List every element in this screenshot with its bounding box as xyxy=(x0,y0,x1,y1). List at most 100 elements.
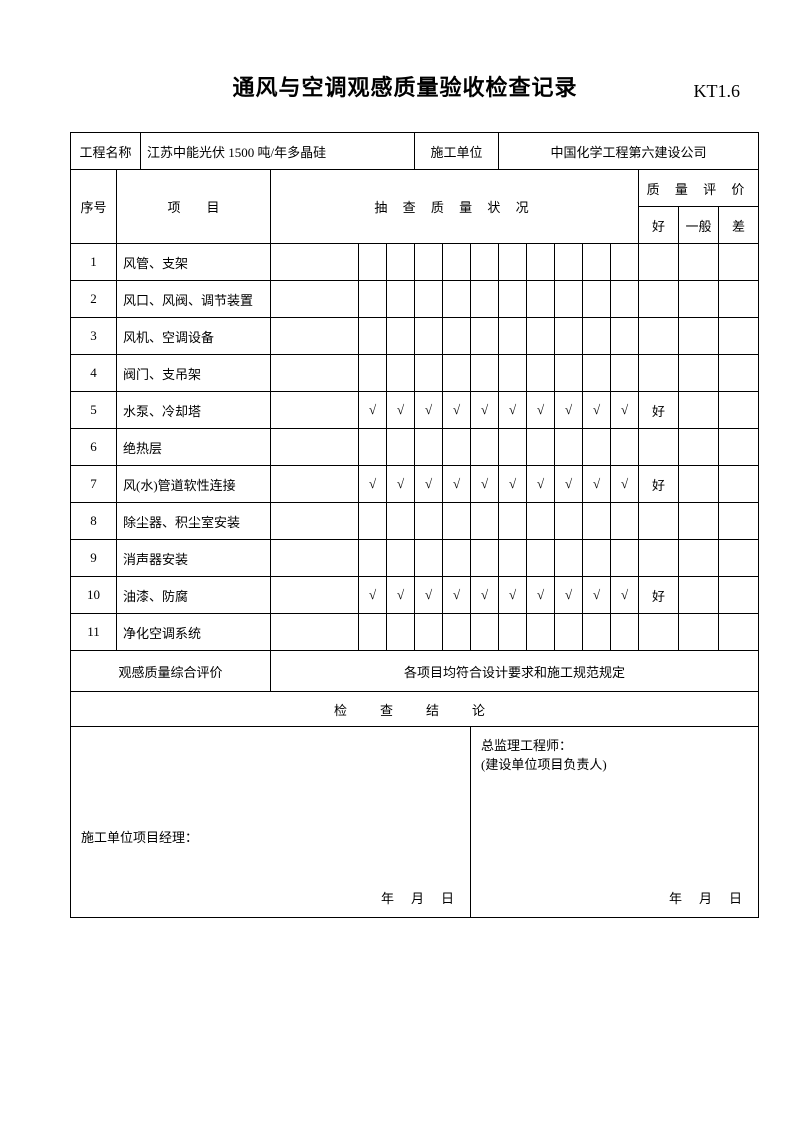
row-seq: 3 xyxy=(71,318,117,355)
sig-right-label: 总监理工程师： (建设单位项目负责人) xyxy=(481,735,607,773)
row-check xyxy=(359,614,387,651)
col-seq: 序号 xyxy=(71,170,117,244)
row-check xyxy=(443,281,471,318)
row-good: 好 xyxy=(639,392,679,429)
row-check xyxy=(443,318,471,355)
row-check xyxy=(359,503,387,540)
row-check: √ xyxy=(555,392,583,429)
row-check xyxy=(387,429,415,466)
row-check xyxy=(527,244,555,281)
row-check xyxy=(583,614,611,651)
row-check-pad xyxy=(271,540,359,577)
overall-value: 各项目均符合设计要求和施工规范规定 xyxy=(271,651,759,692)
row-check: √ xyxy=(387,392,415,429)
row-normal xyxy=(679,318,719,355)
row-check xyxy=(471,503,499,540)
row-check xyxy=(583,281,611,318)
row-check xyxy=(471,540,499,577)
row-check-pad xyxy=(271,392,359,429)
row-normal xyxy=(679,577,719,614)
row-normal xyxy=(679,281,719,318)
row-check xyxy=(415,429,443,466)
row-check: √ xyxy=(471,466,499,503)
row-check xyxy=(611,244,639,281)
row-check xyxy=(499,355,527,392)
row-check: √ xyxy=(415,466,443,503)
row-check xyxy=(527,281,555,318)
row-check: √ xyxy=(443,466,471,503)
row-check xyxy=(555,281,583,318)
row-seq: 2 xyxy=(71,281,117,318)
row-seq: 10 xyxy=(71,577,117,614)
row-bad xyxy=(719,614,759,651)
row-check: √ xyxy=(443,577,471,614)
row-bad xyxy=(719,429,759,466)
row-item: 阀门、支吊架 xyxy=(117,355,271,392)
row-check xyxy=(611,355,639,392)
row-seq: 8 xyxy=(71,503,117,540)
row-check-pad xyxy=(271,355,359,392)
row-seq: 1 xyxy=(71,244,117,281)
row-bad xyxy=(719,392,759,429)
row-check-pad xyxy=(271,429,359,466)
row-check: √ xyxy=(555,577,583,614)
row-check xyxy=(359,540,387,577)
row-check xyxy=(471,429,499,466)
row-check xyxy=(359,318,387,355)
col-item: 项 目 xyxy=(117,170,271,244)
row-check xyxy=(387,614,415,651)
row-check xyxy=(387,244,415,281)
construction-unit-label: 施工单位 xyxy=(415,133,499,170)
row-check xyxy=(415,281,443,318)
row-seq: 4 xyxy=(71,355,117,392)
row-check xyxy=(387,318,415,355)
row-good: 好 xyxy=(639,577,679,614)
row-check xyxy=(359,355,387,392)
row-normal xyxy=(679,244,719,281)
row-check: √ xyxy=(527,392,555,429)
table-row: 7风(水)管道软性连接√√√√√√√√√√好 xyxy=(71,466,759,503)
row-check xyxy=(555,540,583,577)
row-check xyxy=(499,614,527,651)
title-row: 通风与空调观感质量验收检查记录 KT1.6 xyxy=(70,70,740,102)
row-check-pad xyxy=(271,503,359,540)
main-table: 工程名称 江苏中能光伏 1500 吨/年多晶硅 施工单位 中国化学工程第六建设公… xyxy=(70,132,759,918)
row-good: 好 xyxy=(639,466,679,503)
row-item: 水泵、冷却塔 xyxy=(117,392,271,429)
row-item: 风口、风阀、调节装置 xyxy=(117,281,271,318)
table-row: 10油漆、防腐√√√√√√√√√√好 xyxy=(71,577,759,614)
row-bad xyxy=(719,355,759,392)
row-seq: 9 xyxy=(71,540,117,577)
row-check: √ xyxy=(443,392,471,429)
row-check xyxy=(527,429,555,466)
row-check-pad xyxy=(271,318,359,355)
row-item: 绝热层 xyxy=(117,429,271,466)
row-check xyxy=(387,281,415,318)
row-check xyxy=(471,614,499,651)
table-row: 8除尘器、积尘室安装 xyxy=(71,503,759,540)
row-check xyxy=(583,429,611,466)
row-item: 消声器安装 xyxy=(117,540,271,577)
row-check xyxy=(359,429,387,466)
signature-row: 施工单位项目经理： 年 月 日 总监理工程师： (建设单位项目负责人) 年 月 … xyxy=(71,727,759,918)
info-row: 工程名称 江苏中能光伏 1500 吨/年多晶硅 施工单位 中国化学工程第六建设公… xyxy=(71,133,759,170)
row-seq: 6 xyxy=(71,429,117,466)
row-good xyxy=(639,318,679,355)
row-check xyxy=(527,503,555,540)
row-check xyxy=(471,244,499,281)
sig-left-date: 年 月 日 xyxy=(381,888,456,907)
col-good: 好 xyxy=(639,207,679,244)
row-check: √ xyxy=(499,392,527,429)
row-check xyxy=(611,614,639,651)
row-item: 油漆、防腐 xyxy=(117,577,271,614)
table-row: 5水泵、冷却塔√√√√√√√√√√好 xyxy=(71,392,759,429)
row-check xyxy=(555,503,583,540)
row-check: √ xyxy=(359,392,387,429)
row-check xyxy=(611,318,639,355)
row-bad xyxy=(719,318,759,355)
row-check xyxy=(387,503,415,540)
overall-label: 观感质量综合评价 xyxy=(71,651,271,692)
row-check xyxy=(499,429,527,466)
construction-unit-value: 中国化学工程第六建设公司 xyxy=(499,133,759,170)
col-quality: 质 量 评 价 xyxy=(639,170,759,207)
